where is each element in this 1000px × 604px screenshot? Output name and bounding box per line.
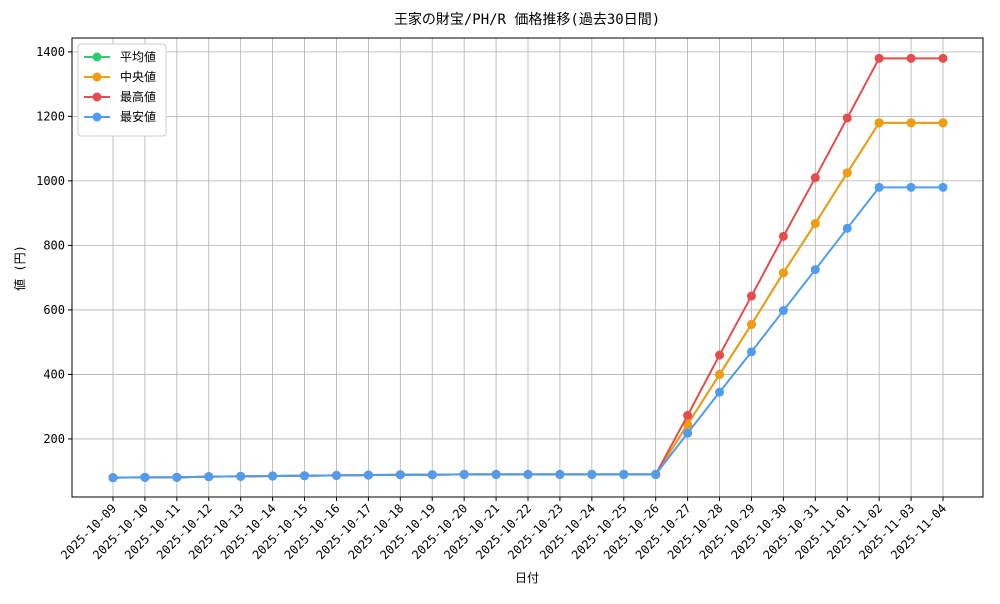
legend-label: 最高値 <box>120 89 156 104</box>
data-point <box>331 470 341 480</box>
data-point <box>140 472 150 482</box>
data-point <box>491 469 501 479</box>
data-point <box>459 469 469 479</box>
plot-frame <box>71 37 984 498</box>
chart-title: 王家の財宝/PH/R 価格推移(過去30日間) <box>394 11 660 28</box>
data-point <box>938 53 948 63</box>
y-tick-label: 1000 <box>36 174 65 188</box>
data-point <box>300 471 310 481</box>
data-point <box>268 471 278 481</box>
legend-label: 平均値 <box>120 49 156 64</box>
y-tick-label: 1400 <box>36 45 65 59</box>
data-point <box>523 469 533 479</box>
data-point <box>363 470 373 480</box>
data-point <box>108 473 118 483</box>
legend-label: 中央値 <box>120 69 156 84</box>
data-point <box>778 306 788 316</box>
data-point <box>746 347 756 357</box>
data-point <box>555 469 565 479</box>
y-tick-label: 800 <box>43 238 65 252</box>
data-point <box>842 168 852 178</box>
data-point <box>938 182 948 192</box>
data-point <box>746 319 756 329</box>
data-point <box>906 53 916 63</box>
y-axis-label: 値 (円) <box>12 245 27 291</box>
data-point <box>236 471 246 481</box>
data-point <box>715 387 725 397</box>
data-point <box>427 470 437 480</box>
legend-marker <box>92 92 102 102</box>
data-point <box>587 469 597 479</box>
y-tick-label: 400 <box>43 367 65 381</box>
data-point <box>204 472 214 482</box>
y-tick-label: 600 <box>43 303 65 317</box>
data-point <box>906 182 916 192</box>
data-point <box>172 472 182 482</box>
data-point <box>683 419 693 429</box>
data-point <box>810 218 820 228</box>
data-point <box>619 469 629 479</box>
data-point <box>874 53 884 63</box>
data-point <box>842 113 852 123</box>
legend-box <box>77 43 167 137</box>
data-point <box>810 173 820 183</box>
data-point <box>715 350 725 360</box>
data-point <box>778 268 788 278</box>
data-point <box>874 118 884 128</box>
data-point <box>810 265 820 275</box>
data-point <box>842 223 852 233</box>
legend-label: 最安値 <box>120 109 156 124</box>
legend-marker <box>92 112 102 122</box>
data-point <box>906 118 916 128</box>
data-point <box>715 369 725 379</box>
legend-marker <box>92 52 102 62</box>
data-point <box>938 118 948 128</box>
data-point <box>683 428 693 438</box>
legend-marker <box>92 72 102 82</box>
y-tick-label: 200 <box>43 432 65 446</box>
data-point <box>874 182 884 192</box>
data-point <box>746 291 756 301</box>
data-point <box>778 231 788 241</box>
data-point <box>683 410 693 420</box>
y-tick-label: 1200 <box>36 109 65 123</box>
x-axis-label: 日付 <box>515 571 539 585</box>
data-point <box>395 470 405 480</box>
data-point <box>651 469 661 479</box>
